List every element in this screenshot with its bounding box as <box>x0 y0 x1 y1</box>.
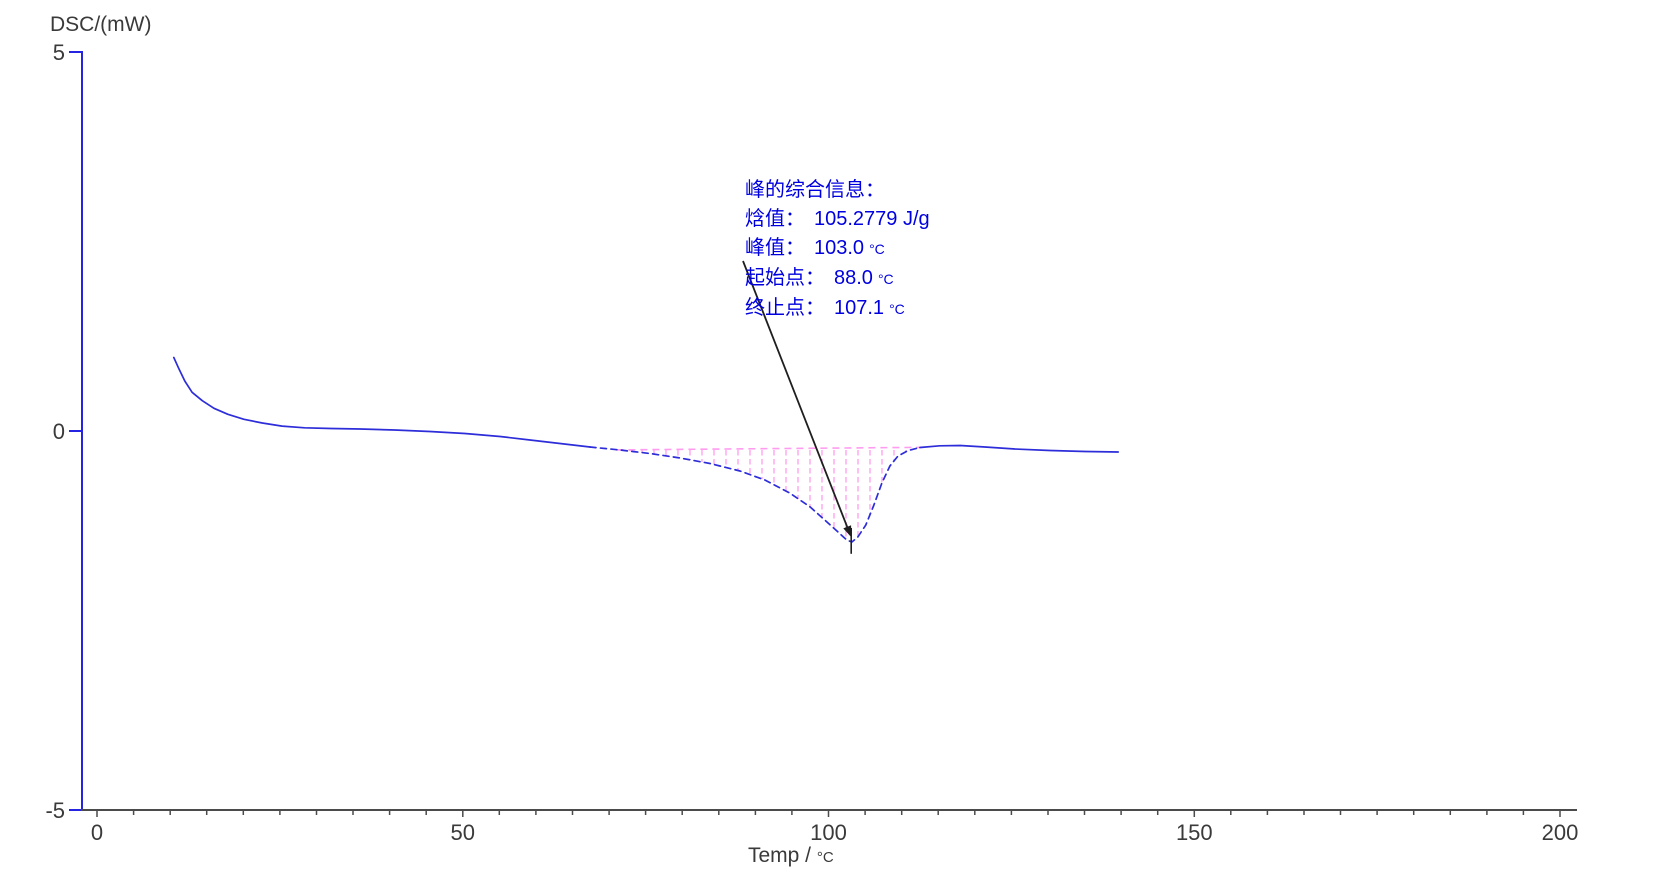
annotation-label: 焓值： <box>745 208 805 230</box>
y-tick-label: -5 <box>45 798 65 823</box>
x-axis-title: Temp / °C <box>748 844 834 868</box>
dsc-curve-dashed-peak <box>589 446 921 543</box>
annotation-label: 峰值： <box>745 237 805 259</box>
y-axis-title: DSC/(mW) <box>50 13 152 36</box>
celsius-unit: °C <box>816 849 834 866</box>
x-tick-label: 50 <box>451 820 475 845</box>
x-tick-label: 150 <box>1176 820 1213 845</box>
annotation-arrowhead <box>843 525 852 538</box>
peak-baseline <box>616 446 928 451</box>
dsc-curve-solid-left <box>172 356 591 448</box>
y-tick-label: 5 <box>53 40 65 65</box>
y-tick-label: 0 <box>53 419 65 444</box>
celsius-unit: °C <box>889 301 905 317</box>
annotation-onset: 起始点： 88.0 °C <box>745 264 930 294</box>
annotation-label: 终止点： <box>745 297 825 319</box>
x-tick-label: 200 <box>1542 820 1579 845</box>
peak-area-fill <box>620 447 909 542</box>
annotation-label: 起始点： <box>745 267 825 289</box>
x-axis-title-text: Temp / <box>748 844 817 867</box>
annotation-value: 103.0 <box>814 237 865 259</box>
x-tick-label: 0 <box>91 820 103 845</box>
annotation-value: 88.0 <box>834 267 873 289</box>
annotation-arrow <box>742 260 849 530</box>
annotation-value: 107.1 <box>834 297 885 319</box>
celsius-unit: °C <box>869 241 885 257</box>
peak-info-annotation: 峰的综合信息： 焓值： 105.2779 J/g 峰值： 103.0 °C 起始点： 8… <box>745 176 930 324</box>
annotation-value: 105.2779 J/g <box>814 208 930 230</box>
x-tick-label: 100 <box>810 820 847 845</box>
annotation-enthalpy: 焓值： 105.2779 J/g <box>745 205 930 234</box>
annotation-endset: 终止点： 107.1 °C <box>745 294 930 324</box>
annotation-peak-temp: 峰值： 103.0 °C <box>745 234 930 264</box>
annotation-title: 峰的综合信息： <box>745 179 885 201</box>
dsc-curve-solid-right <box>919 444 1120 453</box>
celsius-unit: °C <box>877 271 894 287</box>
